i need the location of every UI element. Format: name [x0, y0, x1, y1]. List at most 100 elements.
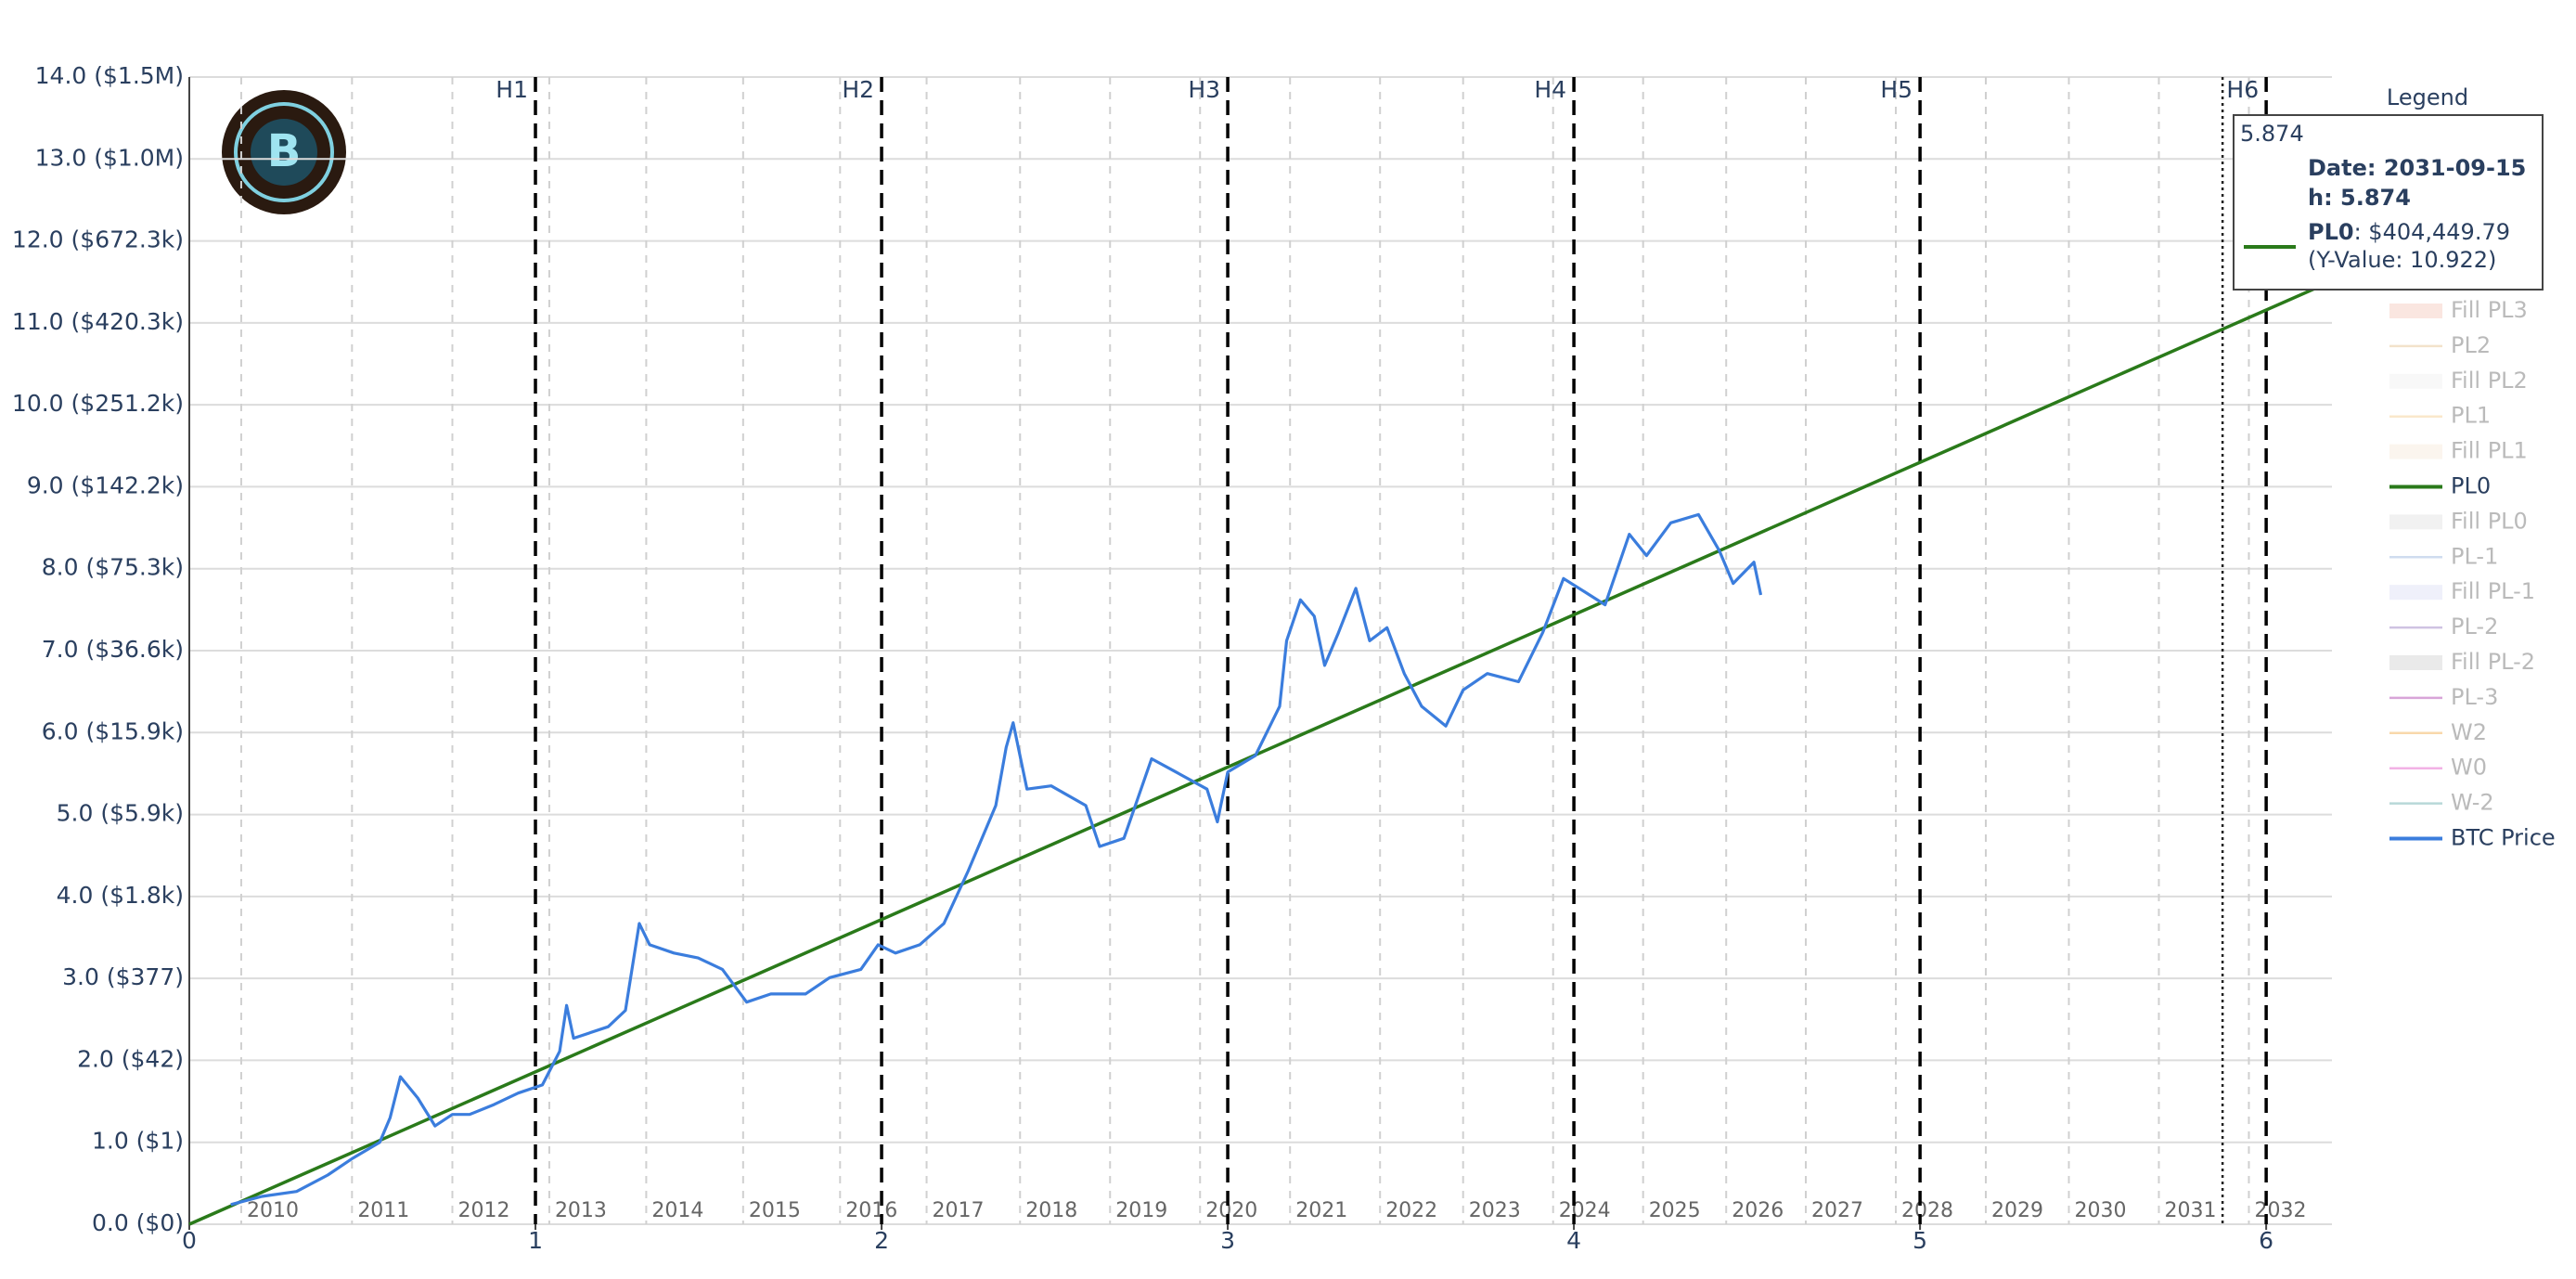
legend-swatch: [2389, 304, 2442, 318]
halving-label: H6: [2226, 76, 2259, 103]
tooltip-y-value: (Y-Value: 10.922): [2308, 247, 2496, 273]
year-label: 2027: [1811, 1199, 1863, 1222]
year-label: 2024: [1559, 1199, 1611, 1222]
x-tick-label: 5: [1913, 1227, 1927, 1254]
logo: B: [222, 90, 346, 214]
legend-label: W2: [2451, 719, 2487, 745]
legend-label: PL-3: [2451, 684, 2498, 710]
y-tick-label: 12.0 ($672.3k): [12, 226, 184, 253]
tooltip-line: h: 5.874: [2308, 185, 2411, 211]
legend-title: Legend: [2387, 84, 2468, 110]
y-tick-label: 5.0 ($5.9k): [57, 800, 184, 827]
legend-item: Fill PL0: [2389, 508, 2528, 534]
tooltip-box: [2233, 114, 2544, 291]
legend-swatch: [2389, 655, 2442, 670]
year-label: 2029: [1991, 1199, 2043, 1222]
year-label: 2022: [1385, 1199, 1437, 1222]
year-label: 2011: [357, 1199, 409, 1222]
legend-swatch: [2389, 514, 2442, 530]
legend-label: Fill PL1: [2451, 438, 2528, 464]
y-tick-label: 11.0 ($420.3k): [12, 308, 184, 335]
x-tick-label: 2: [874, 1227, 889, 1254]
legend-label: PL2: [2451, 332, 2491, 358]
tooltip-value: PL0: $404,449.79: [2308, 219, 2510, 245]
year-label: 2026: [1732, 1199, 1784, 1222]
tooltip-line: Date: 2031-09-15: [2308, 155, 2526, 181]
legend-label: Fill PL-2: [2451, 649, 2535, 675]
y-tick-label: 6.0 ($15.9k): [42, 717, 184, 744]
halving-label: H4: [1534, 76, 1566, 103]
year-label: 2025: [1649, 1199, 1701, 1222]
legend-label: Fill PL0: [2451, 508, 2528, 534]
x-tick-label: 4: [1566, 1227, 1581, 1254]
year-label: 2013: [555, 1199, 607, 1222]
legend-swatch: [2389, 373, 2442, 389]
legend-item: PL-1: [2389, 543, 2498, 569]
year-label: 2020: [1205, 1199, 1257, 1222]
legend-item: Fill PL-2: [2389, 649, 2535, 675]
legend-item: Fill PL1: [2389, 438, 2528, 464]
y-tick-label: 3.0 ($377): [62, 963, 184, 990]
series-line: [188, 279, 2333, 1226]
halving-label: H3: [1188, 76, 1220, 103]
legend-label: PL-1: [2451, 543, 2498, 569]
logo-ring: [234, 102, 334, 202]
legend-item: PL0: [2389, 473, 2491, 499]
legend-item: PL1: [2389, 403, 2491, 429]
year-label: 2010: [247, 1199, 299, 1222]
legend-item: PL2: [2389, 332, 2491, 358]
y-tick-label: 13.0 ($1.0M): [35, 144, 184, 171]
y-tick-label: 1.0 ($1): [92, 1128, 184, 1155]
legend-item: W-2: [2389, 790, 2494, 816]
legend-item: Fill PL3: [2389, 297, 2528, 323]
legend-label: PL0: [2451, 473, 2491, 499]
logo-glyph: B: [267, 125, 302, 177]
legend-label: BTC Price: [2451, 825, 2556, 851]
legend-label: Fill PL3: [2451, 297, 2528, 323]
year-label: 2032: [2254, 1199, 2306, 1222]
year-label: 2031: [2164, 1199, 2216, 1222]
legend-label: PL-2: [2451, 614, 2498, 640]
y-tick-label: 4.0 ($1.8k): [57, 882, 184, 909]
legend-label: W-2: [2451, 790, 2494, 816]
year-label: 2023: [1469, 1199, 1521, 1222]
y-tick-label: 2.0 ($42): [77, 1045, 184, 1072]
logo-core: [251, 119, 317, 186]
y-tick-label: 7.0 ($36.6k): [42, 636, 184, 663]
legend-item: PL-2: [2389, 614, 2498, 640]
year-label: 2021: [1295, 1199, 1347, 1222]
halving-label: H2: [842, 76, 874, 103]
legend-item: W0: [2389, 755, 2487, 781]
year-label: 2014: [651, 1199, 703, 1222]
y-tick-label: 10.0 ($251.2k): [12, 390, 184, 417]
legend-label: W0: [2451, 755, 2487, 781]
legend-label: PL1: [2451, 403, 2491, 429]
year-label: 2012: [457, 1199, 509, 1222]
year-label: 2030: [2075, 1199, 2127, 1222]
tooltip-value-text: : $404,449.79: [2354, 219, 2510, 245]
legend-item: BTC Price: [2389, 825, 2556, 851]
tooltip-series: PL0: [2308, 219, 2354, 245]
y-tick-label: 0.0 ($0): [92, 1209, 184, 1236]
legend-label: Fill PL-1: [2451, 578, 2535, 604]
legend-swatch: [2389, 444, 2442, 459]
x-tick-label: 0: [182, 1227, 197, 1254]
y-tick-label: 9.0 ($142.2k): [27, 472, 184, 498]
series-line: [230, 512, 1763, 1207]
y-tick-label: 8.0 ($75.3k): [42, 554, 184, 581]
legend-item: Fill PL2: [2389, 368, 2528, 394]
legend-item: W2: [2389, 719, 2487, 745]
legend-swatch: [2389, 585, 2442, 601]
x-tick-label: 6: [2259, 1227, 2273, 1254]
year-label: 2028: [1901, 1199, 1953, 1222]
y-tick-label: 14.0 ($1.5M): [35, 62, 184, 89]
year-label: 2015: [749, 1199, 801, 1222]
year-label: 2017: [933, 1199, 985, 1222]
legend-item: Fill PL-1: [2389, 578, 2535, 604]
legend-label: Fill PL2: [2451, 368, 2528, 394]
year-label: 2019: [1115, 1199, 1167, 1222]
halving-label: H5: [1880, 76, 1913, 103]
